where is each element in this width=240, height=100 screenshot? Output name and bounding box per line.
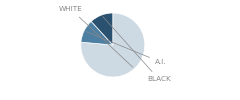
Wedge shape [81,21,113,45]
Text: WHITE: WHITE [59,6,133,67]
Text: BLACK: BLACK [103,17,171,82]
Text: A.I.: A.I. [86,32,166,65]
Wedge shape [91,13,113,45]
Wedge shape [81,13,145,77]
